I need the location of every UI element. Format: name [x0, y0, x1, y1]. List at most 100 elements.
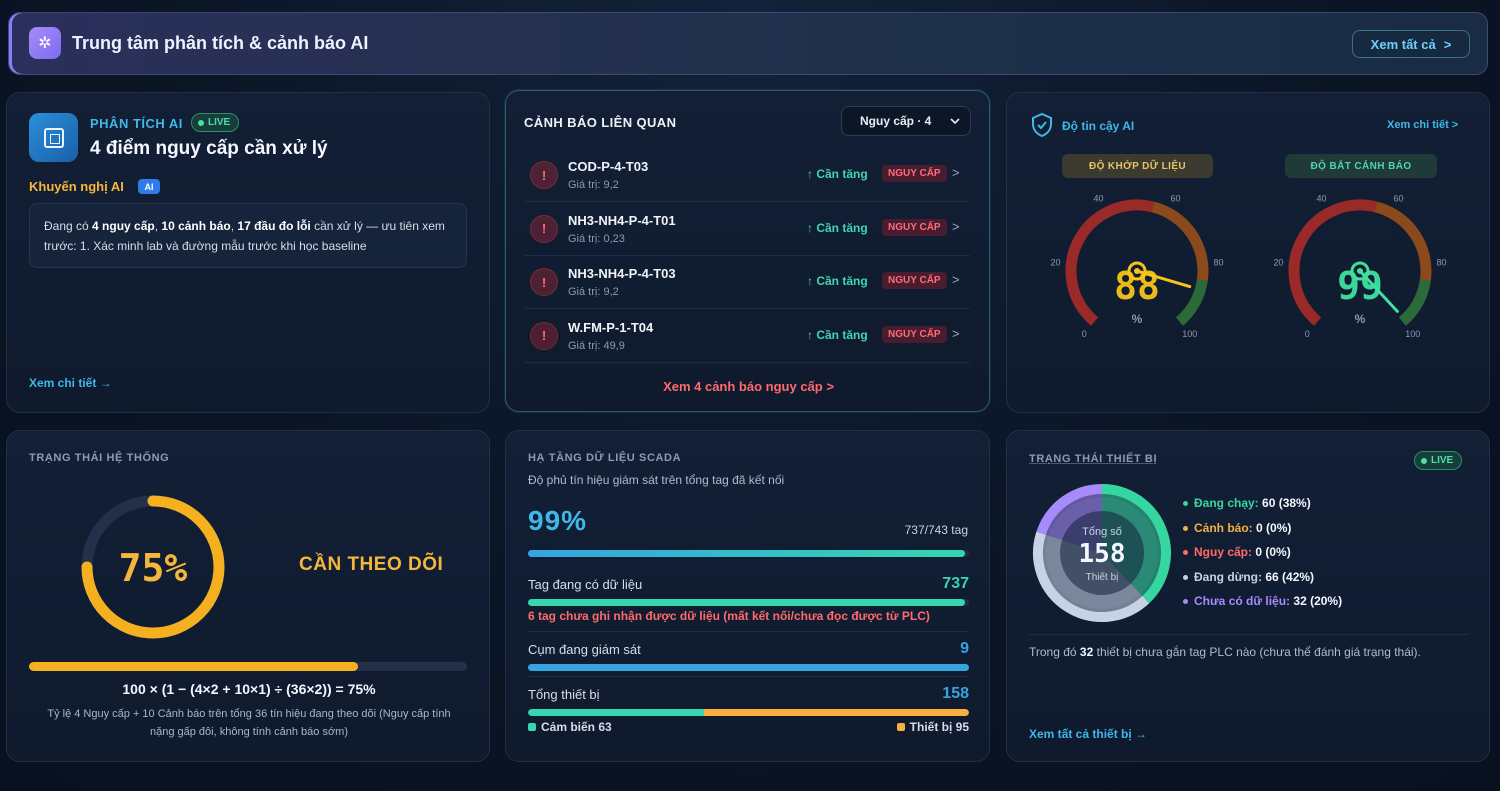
shield-check-icon	[1032, 113, 1052, 137]
system-status-card: TRẠNG THÁI HỆ THỐNG 75% CẦN THEO DÕI 100…	[6, 430, 490, 762]
alert-row[interactable]: ! COD-P-4-T03 Giá trị: 9,2 ↑ Cần tăng NGUY C…	[524, 149, 970, 202]
chevron-right-icon: >	[952, 218, 960, 234]
message-text: ,	[230, 219, 238, 233]
gauge-band	[1151, 201, 1209, 281]
sparkle-gear-icon: ✲	[29, 27, 61, 59]
donut-total-label: Tổng số	[1082, 526, 1122, 538]
donut-segment	[1036, 484, 1103, 535]
alert-exclamation-icon: !	[530, 214, 558, 243]
device-legend-label: Đang dừng:	[1194, 569, 1263, 584]
gauge-unit: %	[1132, 312, 1143, 326]
view-all-button[interactable]: Xem tất cả >	[1352, 30, 1470, 58]
device-legend-value: 0 (0%)	[1256, 520, 1292, 535]
data-match-label: ĐỘ KHỚP DỮ LIỆU	[1062, 154, 1213, 178]
donut-unit-label: Thiết bị	[1086, 571, 1119, 583]
alert-capture-label: ĐỘ BẮT CẢNH BÁO	[1285, 154, 1437, 178]
missing-tags-warning: 6 tag chưa ghi nhận được dữ liệu (mất kế…	[528, 609, 930, 623]
view-all-label: Xem tất cả	[1370, 36, 1436, 52]
related-alerts-card: CẢNH BÁO LIÊN QUAN Nguy cấp · 4 ! COD-P-4…	[505, 90, 990, 412]
gauge-tick-label: 80	[1214, 257, 1224, 267]
device-legend-item: Cảnh báo: 0 (0%)	[1183, 521, 1291, 535]
gauge-tick-label: 20	[1273, 257, 1283, 267]
untagged-devices-note: Trong đó 32 thiết bị chưa gắn tag PLC nà…	[1029, 645, 1421, 659]
gauge-tick-label: 0	[1305, 329, 1310, 339]
gauge-hub	[1350, 261, 1370, 281]
sensor-segment	[528, 709, 705, 716]
coverage-percent: 99%	[528, 505, 588, 536]
system-health-bar	[29, 662, 467, 671]
live-badge: LIVE	[191, 113, 240, 132]
tags-with-data-label: Tag đang có dữ liệu	[528, 577, 643, 592]
scada-title: HẠ TẦNG DỮ LIỆU SCADA	[528, 452, 682, 464]
divider	[528, 676, 969, 677]
message-error-count: 17 đầu đo lỗi	[237, 219, 311, 233]
donut-segment	[1101, 484, 1171, 604]
reliability-details-link[interactable]: Xem chi tiết >	[1387, 119, 1459, 131]
sensor-legend-label: Cảm biến 63	[541, 720, 612, 734]
device-legend-label: Nguy cấp:	[1194, 545, 1253, 559]
severity-filter-select[interactable]: Nguy cấp · 4	[841, 106, 971, 136]
gauge-band	[1065, 199, 1155, 326]
gauge-tick-label: 40	[1093, 194, 1103, 204]
monitored-clusters-label: Cụm đang giám sát	[528, 642, 641, 657]
alert-exclamation-icon: !	[530, 268, 558, 296]
monitored-clusters-value: 9	[960, 640, 969, 657]
donut-segment	[1033, 531, 1150, 622]
live-badge-label: LIVE	[1431, 455, 1454, 466]
gauge-hub	[1127, 261, 1147, 281]
alert-row[interactable]: ! W.FM-P-1-T04 Giá trị: 49,9 ↑ Cần tăng NGUY…	[524, 310, 970, 363]
alert-row[interactable]: ! NH3-NH4-P-4-T01 Giá trị: 0,23 ↑ Cần tăng N…	[524, 203, 970, 256]
gauge-tick-label: 100	[1182, 329, 1197, 339]
device-legend-label: Đang chạy:	[1194, 496, 1259, 510]
device-legend-swatch	[896, 723, 905, 731]
alert-trend: ↑ Cần tăng	[807, 220, 868, 235]
gauge-band	[1175, 279, 1208, 326]
message-critical-count: 4 nguy cấp	[92, 219, 155, 233]
note-text: Trong đó	[1029, 645, 1080, 659]
alert-value: Giá trị: 49,9	[568, 339, 625, 352]
ai-analysis-details-link[interactable]: Xem chi tiết →	[29, 376, 112, 390]
device-legend-item: Đang dừng: 66 (42%)	[1183, 570, 1314, 584]
alert-trend: ↑ Cần tăng	[807, 327, 868, 342]
health-percent: 75%	[119, 546, 188, 590]
live-dot-icon	[198, 119, 204, 126]
device-legend-label: Chưa có dữ liệu:	[1194, 594, 1291, 608]
ai-analysis-label: PHÂN TÍCH AI	[90, 116, 183, 131]
note-text: thiết bị chưa gắn tag PLC nào (chưa thể …	[1093, 645, 1421, 659]
divider	[528, 631, 969, 632]
alert-row[interactable]: ! NH3-NH4-P-4-T03 Giá trị: 9,2 ↑ Cần tăng NG…	[524, 256, 970, 309]
gauge-tick-label: 60	[1393, 194, 1403, 204]
gauge-band	[1398, 279, 1431, 326]
ai-analysis-title: 4 điểm nguy cấp cần xử lý	[90, 138, 328, 159]
legend-dot-icon	[1183, 525, 1188, 531]
monitored-clusters-bar	[528, 664, 969, 671]
alert-exclamation-icon: !	[530, 321, 558, 350]
alert-value: Giá trị: 9,2	[568, 179, 619, 191]
severity-badge: NGUY CẤP	[882, 218, 947, 236]
legend-dot-icon	[1183, 574, 1188, 580]
system-status-text: CẦN THEO DÕI	[299, 554, 444, 575]
gauge-tick-label: 40	[1316, 194, 1326, 204]
alert-tag-name: W.FM-P-1-T04	[568, 319, 654, 335]
ai-reliability-card: Độ tin cậy AI Xem chi tiết > ĐỘ KHỚP DỮ …	[1006, 92, 1490, 413]
cpu-chip-icon	[29, 113, 78, 162]
alert-tag-name: COD-P-4-T03	[568, 159, 649, 174]
ai-recommendation-message: Đang có 4 nguy cấp, 10 cảnh báo, 17 đầu …	[29, 203, 467, 268]
alert-trend: ↑ Cần tăng	[807, 167, 868, 181]
device-legend-item: Chưa có dữ liệu: 32 (20%)	[1183, 594, 1342, 608]
view-critical-alerts-link[interactable]: Xem 4 cảnh báo nguy cấp >	[663, 379, 834, 394]
gauge-unit: %	[1355, 312, 1366, 326]
severity-badge: NGUY CẤP	[882, 325, 947, 343]
device-legend-item: Đang chạy: 60 (38%)	[1183, 496, 1311, 510]
sensor-legend-swatch	[528, 723, 536, 731]
gauge-tick-label: 80	[1437, 257, 1447, 267]
chevron-right-icon: >	[952, 165, 960, 180]
monitored-clusters-bar-fill	[528, 664, 969, 671]
coverage-bar-fill	[528, 550, 965, 557]
message-warning-count: 10 cảnh báo	[161, 219, 231, 233]
device-status-card: TRẠNG THÁI THIẾT BỊ LIVE Tổng số 158 Thiết…	[1006, 430, 1490, 762]
message-text: ,	[154, 219, 162, 233]
view-all-devices-link[interactable]: Xem tất cả thiết bị →	[1029, 727, 1148, 741]
